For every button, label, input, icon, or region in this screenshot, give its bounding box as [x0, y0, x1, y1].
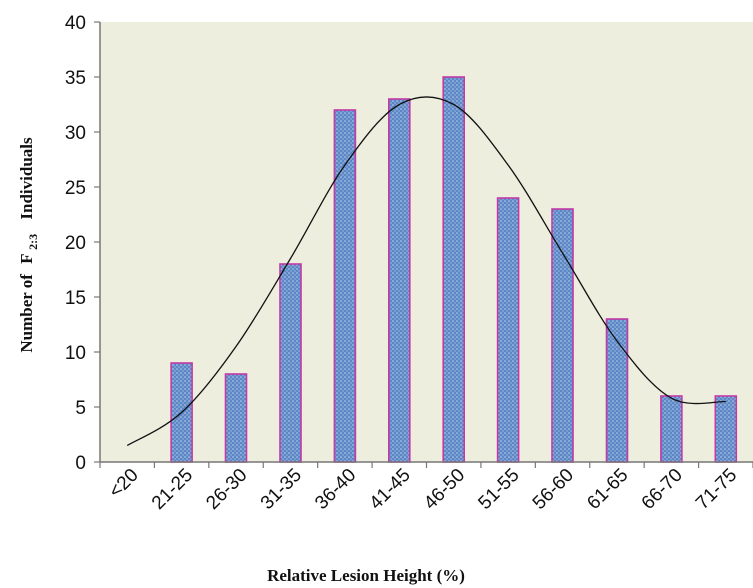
- x-tick-label: 36-40: [311, 465, 360, 514]
- plot-area: [100, 22, 753, 462]
- y-tick-label: 0: [75, 453, 86, 474]
- bar: [496, 197, 520, 463]
- bar: [551, 208, 574, 463]
- x-tick-label: <20: [105, 465, 143, 503]
- x-tick-label: 56-60: [529, 465, 578, 514]
- bar: [224, 373, 248, 463]
- bar: [442, 76, 466, 463]
- y-tick-label: 40: [65, 13, 86, 34]
- y-tick-label: 35: [65, 68, 86, 89]
- x-ticks: <20 21-25 26-30 31-35 36-40 41-45 46-50 51-55 56…: [99, 462, 753, 514]
- y-tick-label: 30: [65, 123, 86, 144]
- y-tick-label: 5: [75, 398, 86, 419]
- y-axis-label-subscript: 2:3: [26, 234, 40, 250]
- x-tick-label: 31-35: [257, 465, 306, 514]
- y-tick-label: 20: [65, 233, 86, 254]
- y-tick-label: 10: [65, 343, 86, 364]
- x-tick-label: 66-70: [638, 465, 687, 514]
- x-tick-label: 61-65: [583, 465, 632, 514]
- x-tick-label: 26-30: [202, 465, 251, 514]
- x-axis-label: Relative Lesion Height (%): [267, 566, 465, 585]
- x-tick-label: 51-55: [474, 465, 523, 514]
- y-axis-label-letter: F: [17, 254, 36, 264]
- x-tick-label: 46-50: [420, 465, 469, 514]
- x-tick-label: 71-75: [692, 465, 741, 514]
- bar: [660, 395, 683, 463]
- bars: [170, 76, 738, 463]
- y-axis-label: Number of F 2:3 Individuals: [17, 137, 41, 353]
- y-axis-label-suffix: Individuals: [17, 137, 36, 220]
- bar: [279, 263, 302, 463]
- y-tick-label: 15: [65, 288, 86, 309]
- x-tick-label: 41-45: [366, 465, 415, 514]
- y-tick-label: 25: [65, 178, 86, 199]
- trend-curve: [126, 96, 726, 447]
- bar: [387, 98, 411, 463]
- x-tick-label: 21-25: [148, 465, 197, 514]
- bar: [333, 109, 357, 463]
- y-axis-label-prefix: Number of: [17, 274, 36, 353]
- bar: [714, 395, 738, 463]
- y-ticks: 0 5 10 15 20 25 30 35 40: [65, 13, 100, 474]
